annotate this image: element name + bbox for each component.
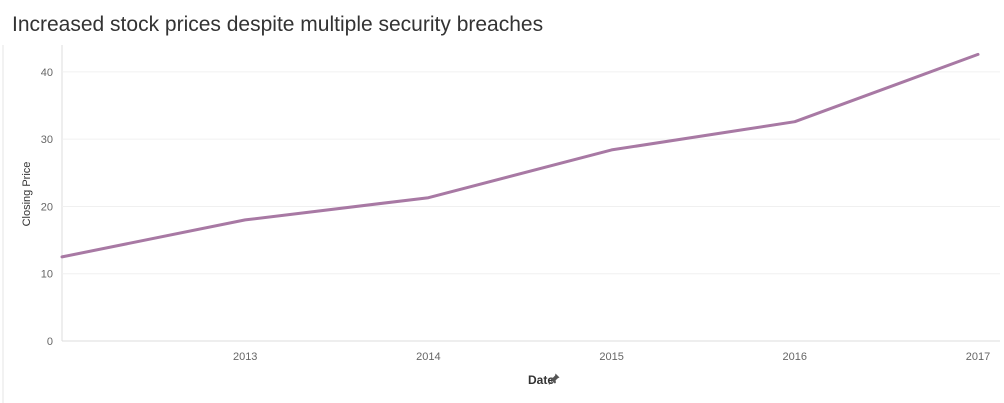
x-tick-label: 2014 — [416, 351, 440, 363]
y-tick-label: 10 — [41, 269, 53, 281]
series-group — [60, 52, 980, 259]
y-tick-label: 0 — [47, 336, 53, 348]
y-axis-ticks: 0 10 20 30 40 — [41, 67, 53, 348]
pin-icon[interactable] — [547, 372, 561, 386]
y-tick-label: 30 — [41, 134, 53, 146]
x-tick-label: 2015 — [599, 351, 623, 363]
x-tick-label: 2016 — [783, 351, 807, 363]
y-tick-label: 40 — [41, 67, 53, 79]
y-tick-label: 20 — [41, 201, 53, 213]
x-tick-label: 2013 — [233, 351, 257, 363]
chart-title: Increased stock prices despite multiple … — [12, 13, 544, 36]
gridlines — [62, 71, 1000, 275]
x-axis-label[interactable]: Date — [528, 373, 555, 387]
series-line — [60, 52, 980, 259]
chart-frame — [2, 45, 1000, 403]
x-axis-ticks: 2013 2014 2015 2016 2017 — [233, 351, 990, 363]
x-tick-label: 2017 — [966, 351, 990, 363]
